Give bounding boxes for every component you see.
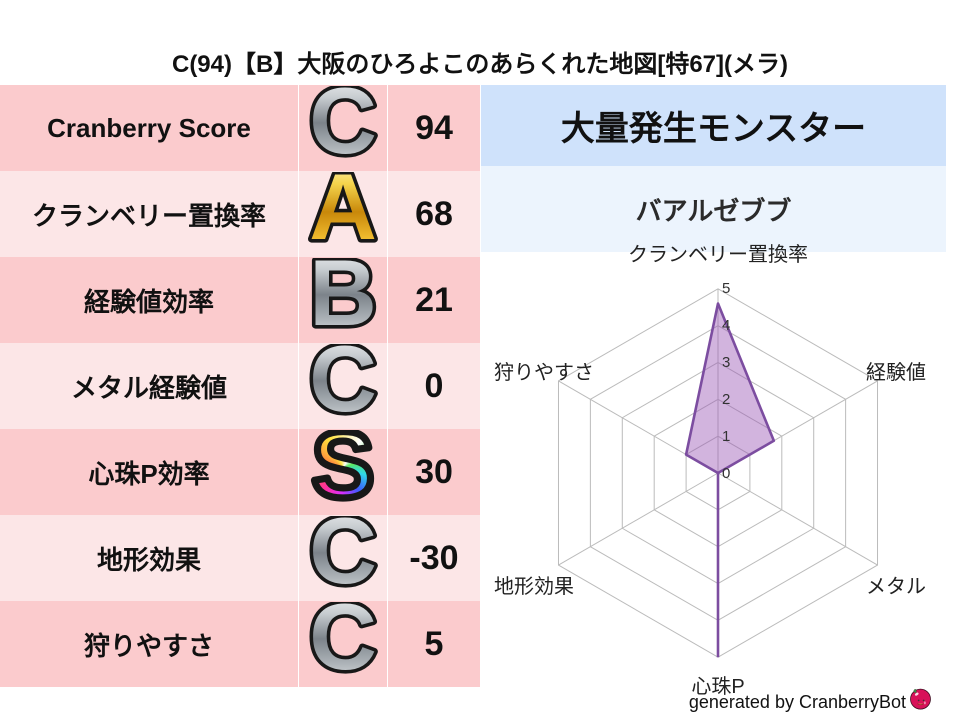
svg-text:狩りやすさ: 狩りやすさ	[494, 361, 594, 384]
svg-text:5: 5	[722, 280, 730, 297]
svg-text:C: C	[309, 516, 377, 600]
svg-text:3: 3	[722, 354, 730, 371]
svg-text:地形効果: 地形効果	[494, 575, 574, 598]
svg-text:C: C	[309, 602, 377, 686]
svg-text:0: 0	[722, 465, 730, 482]
svg-text:4: 4	[722, 317, 730, 334]
svg-text:A: A	[309, 172, 377, 256]
svg-text:C: C	[309, 344, 377, 428]
svg-text:B: B	[309, 258, 377, 342]
svg-text:1: 1	[722, 428, 730, 445]
svg-text:メタル: メタル	[866, 575, 926, 598]
svg-text:クランベリー置換率: クランベリー置換率	[628, 243, 808, 266]
svg-text:経験値: 経験値	[866, 361, 926, 384]
svg-text:S: S	[312, 430, 374, 514]
svg-text:2: 2	[722, 391, 730, 408]
svg-text:C: C	[309, 86, 377, 170]
